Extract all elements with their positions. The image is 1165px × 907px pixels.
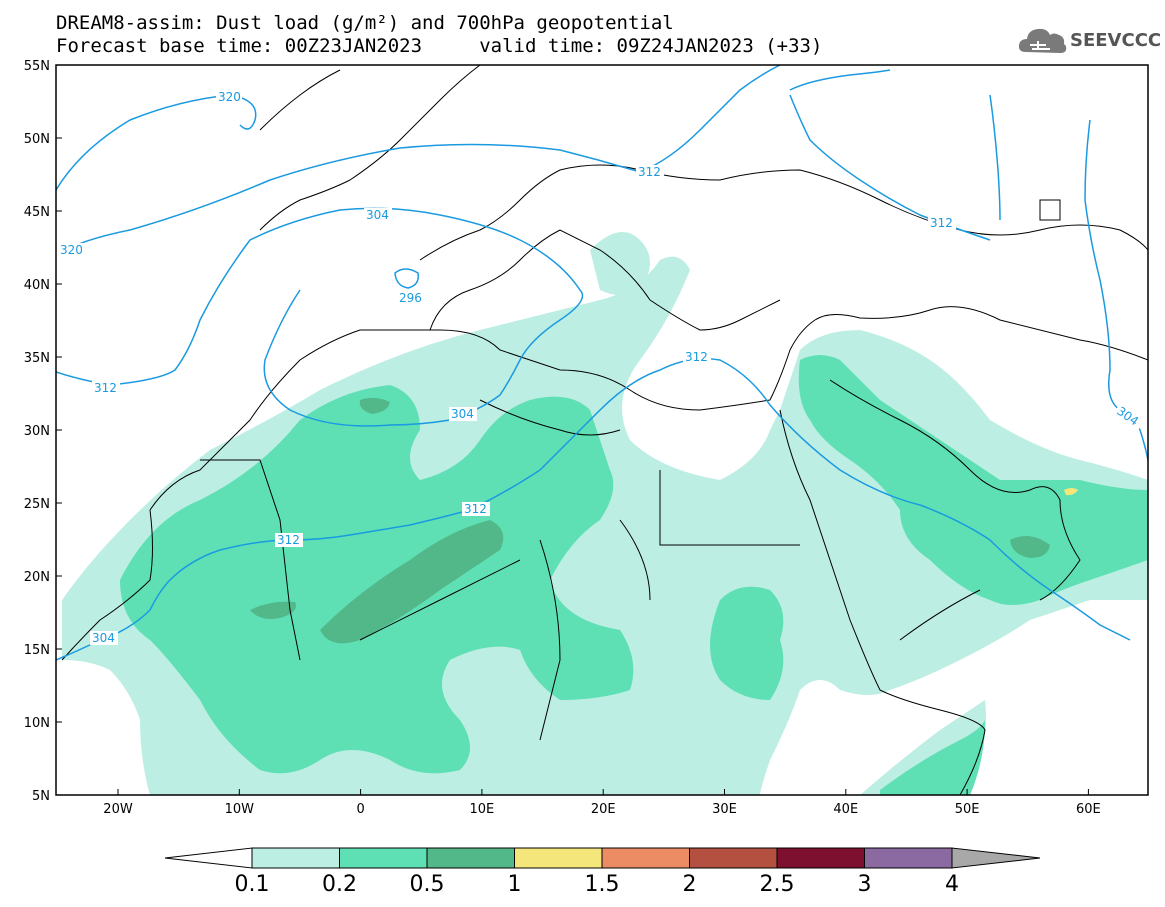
lat-label: 15N [24,643,50,658]
colorbar-tick-label: 2 [683,872,697,897]
contour-label: 320 [218,90,241,104]
latitude-axis: 55N 50N 45N 40N 35N 30N 25N 20N 15N 10N 5N [24,59,62,804]
seevccc-logo: SEEVCCC [1018,24,1162,58]
dust-level-1 [1064,488,1078,496]
contour-label: 312 [94,381,117,395]
chart-title: DREAM8-assim: Dust load (g/m²) and 700hP… [56,12,674,34]
lon-label: 60E [1076,802,1101,817]
colorbar-tick-label: 0.1 [235,872,270,897]
lon-label: 50E [955,802,980,817]
colorbar-tick-label: 2.5 [760,872,795,897]
colorbar-segment [601,847,690,869]
colorbar-segment [164,847,253,869]
colorbar: 0.1 0.2 0.5 1 1.5 2 2.5 3 4 [164,847,1041,897]
chart-subtitle: Forecast base time: 00Z23JAN2023 valid t… [56,35,823,57]
lat-label: 45N [24,205,50,220]
lon-label: 10W [225,802,255,817]
lat-label: 50N [24,132,50,147]
lon-label: 20E [591,802,616,817]
colorbar-segment [864,847,953,869]
contour-label: 304 [92,631,115,645]
contour-label: 296 [399,291,422,305]
lat-label: 25N [24,497,50,512]
lat-label: 35N [24,351,50,366]
colorbar-segment [339,847,428,869]
colorbar-tick-label: 4 [945,872,959,897]
lat-label: 40N [24,278,50,293]
lon-label: 20W [103,802,133,817]
lon-label: 0 [356,802,364,817]
colorbar-tick-label: 0.5 [410,872,445,897]
contour-label: 304 [366,208,389,222]
colorbar-tick-label: 3 [858,872,872,897]
contour-label: 304 [451,407,474,421]
colorbar-tick-label: 0.2 [322,872,357,897]
dust-level-0.2 [120,355,1148,795]
colorbar-segment [776,847,865,869]
lon-label: 10E [470,802,495,817]
colorbar-tick-label: 1.5 [585,872,620,897]
contour-label: 312 [277,533,300,547]
cloud-icon [1018,28,1067,53]
lat-label: 10N [24,716,50,731]
longitude-axis: 20W 10W 0 10E 20E 30E 40E 50E 60E [103,789,1101,817]
colorbar-segment [251,847,340,869]
contour-labels: 320 320 312 304 296 312 312 304 312 312 … [56,90,1146,645]
contour-label: 312 [930,216,953,230]
colorbar-tick-label: 1 [508,872,522,897]
logo-text: SEEVCCC [1070,30,1162,51]
lon-label: 30E [712,802,737,817]
colorbar-segment [951,847,1041,869]
colorbar-segment [426,847,515,869]
contour-label: 312 [685,350,708,364]
lat-label: 55N [24,59,50,74]
contour-label: 312 [464,502,487,516]
contour-label: 312 [638,165,661,179]
lat-label: 20N [24,570,50,585]
contour-label: 320 [60,243,83,257]
lat-label: 30N [24,424,50,439]
dust-load-field [62,232,1148,795]
lon-label: 40E [833,802,858,817]
colorbar-segment [689,847,778,869]
colorbar-segment [514,847,603,869]
lat-label: 5N [32,789,50,804]
dust-level-0.5 [250,397,1050,644]
